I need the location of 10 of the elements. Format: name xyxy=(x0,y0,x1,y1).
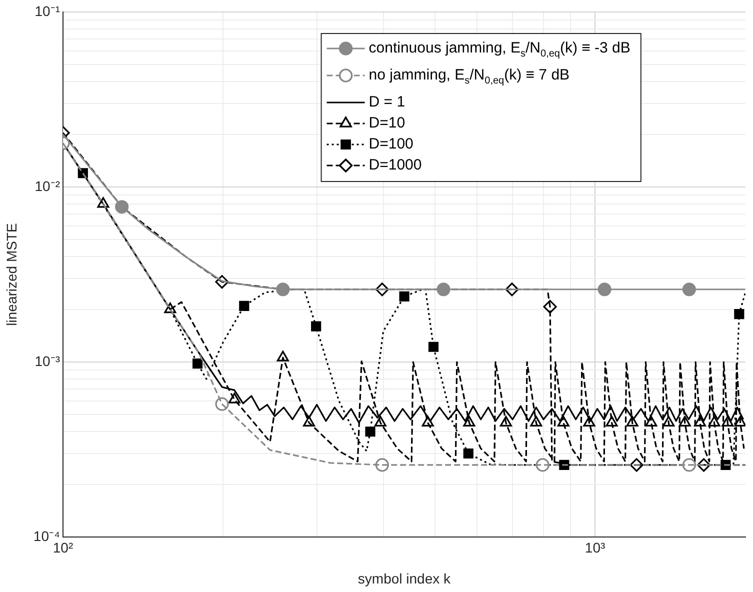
x-axis-title: symbol index k xyxy=(358,570,452,586)
legend-label: D = 1 xyxy=(368,94,406,111)
legend-label: D=100 xyxy=(368,136,414,153)
y-tick-label: 10⁻² xyxy=(34,178,60,194)
y-tick-label: 10⁻³ xyxy=(34,352,60,369)
y-axis-title: linearized MSTE xyxy=(3,223,20,326)
legend-label: D=10 xyxy=(368,114,406,132)
y-tick-label: 10⁻¹ xyxy=(34,2,60,19)
legend-label: D=1000 xyxy=(368,156,422,174)
x-tick-label: 10³ xyxy=(584,539,606,556)
